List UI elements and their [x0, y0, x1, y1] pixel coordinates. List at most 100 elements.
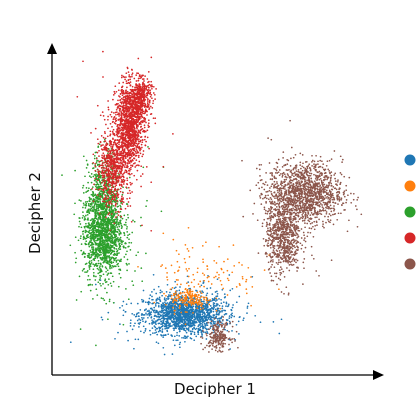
scatter-point — [122, 175, 125, 178]
scatter-point — [143, 331, 145, 334]
scatter-point — [211, 298, 214, 300]
scatter-point — [93, 265, 96, 267]
scatter-point — [140, 143, 143, 146]
series-3-points — [61, 138, 165, 347]
scatter-point — [121, 226, 123, 228]
scatter-point — [206, 292, 209, 295]
scatter-point — [181, 291, 184, 294]
scatter-point — [190, 308, 193, 311]
scatter-point — [177, 314, 180, 317]
scatter-point — [119, 167, 121, 170]
scatter-point — [124, 171, 126, 173]
scatter-point — [157, 285, 160, 288]
scatter-point — [202, 320, 204, 323]
scatter-point — [99, 268, 102, 270]
scatter-point — [116, 203, 119, 205]
scatter-point — [251, 275, 254, 278]
scatter-point — [109, 163, 111, 166]
scatter-point — [106, 157, 109, 159]
scatter-point — [205, 338, 208, 340]
scatter-point — [112, 94, 115, 96]
scatter-point — [130, 172, 133, 175]
scatter-point — [185, 313, 188, 316]
scatter-point — [127, 216, 130, 219]
scatter-point — [94, 201, 97, 204]
scatter-point — [126, 250, 128, 253]
scatter-point — [110, 235, 113, 238]
scatter-point — [88, 211, 90, 214]
scatter-point — [80, 290, 83, 293]
scatter-point — [110, 213, 113, 215]
scatter-point — [174, 290, 177, 293]
scatter-point — [183, 319, 186, 322]
scatter-point — [112, 205, 115, 207]
scatter-point — [103, 253, 105, 256]
scatter-point — [199, 308, 202, 311]
scatter-point — [97, 171, 100, 174]
scatter-point — [98, 235, 101, 237]
scatter-point — [162, 317, 165, 320]
scatter-point — [198, 303, 201, 305]
scatter-point — [218, 320, 221, 323]
scatter-point — [176, 339, 179, 342]
scatter-point — [126, 197, 128, 200]
scatter-point — [199, 285, 201, 288]
scatter-point — [103, 207, 106, 209]
scatter-point — [175, 279, 178, 281]
scatter-point — [201, 272, 204, 275]
scatter-point — [87, 275, 90, 277]
scatter-point — [108, 209, 111, 212]
scatter-point — [129, 325, 132, 327]
scatter-point — [96, 294, 99, 296]
scatter-point — [206, 301, 208, 304]
scatter-point — [207, 299, 210, 302]
scatter-point — [95, 185, 97, 188]
scatter-point — [218, 311, 221, 314]
scatter-point — [139, 319, 142, 322]
scatter-point — [113, 220, 116, 223]
scatter-point — [160, 323, 162, 326]
scatter-point — [192, 312, 194, 314]
scatter-point — [210, 307, 213, 310]
scatter-point — [228, 320, 231, 323]
scatter-point — [102, 212, 105, 215]
scatter-point — [108, 259, 111, 262]
scatter-point — [135, 315, 138, 318]
scatter-point — [107, 311, 110, 314]
scatter-point — [235, 286, 238, 288]
scatter-point — [113, 90, 116, 93]
scatter-point — [106, 242, 109, 245]
scatter-point — [115, 259, 118, 262]
scatter-point — [142, 320, 144, 323]
scatter-point — [82, 155, 85, 158]
scatter-point — [199, 314, 201, 317]
scatter-point — [101, 174, 104, 177]
scatter-point — [91, 218, 94, 220]
scatter-point — [105, 184, 108, 187]
scatter-point — [159, 310, 161, 313]
scatter-point — [110, 241, 113, 244]
scatter-point — [169, 306, 172, 309]
scatter-point — [202, 261, 205, 263]
scatter-point — [156, 333, 159, 336]
scatter-point — [161, 294, 163, 297]
scatter-point — [116, 113, 119, 116]
scatter-point — [107, 227, 109, 230]
scatter-point — [222, 271, 225, 274]
scatter-point — [103, 230, 106, 233]
scatter-point — [128, 238, 130, 241]
scatter-point — [192, 324, 194, 326]
scatter-point — [162, 346, 165, 349]
scatter-point — [231, 314, 234, 317]
scatter-point — [280, 318, 283, 321]
scatter-point — [88, 222, 90, 224]
scatter-point — [128, 245, 130, 248]
scatter-point — [102, 115, 105, 117]
scatter-point — [178, 325, 181, 328]
scatter-point — [116, 231, 119, 233]
scatter-point — [172, 301, 174, 304]
scatter-point — [93, 235, 96, 238]
scatter-point — [213, 276, 215, 279]
scatter-point — [100, 243, 103, 245]
scatter-point — [88, 175, 91, 177]
